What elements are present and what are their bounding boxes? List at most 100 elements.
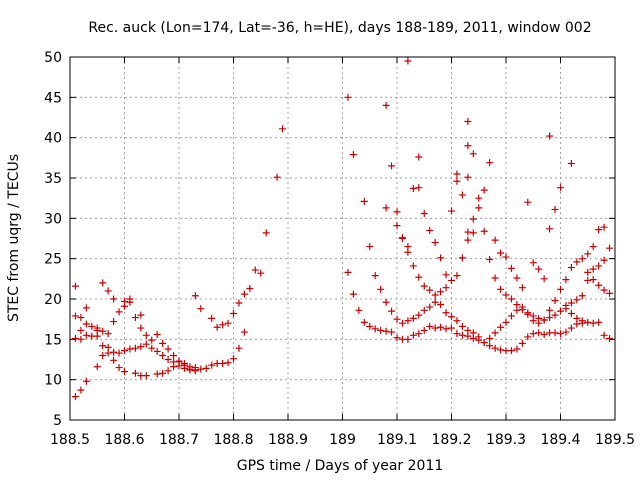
y-axis-label: STEC from uqrg / TECUs	[6, 154, 22, 322]
data-point	[279, 125, 287, 133]
data-point	[99, 279, 107, 287]
data-point	[437, 323, 445, 331]
x-tick-label: 188.7	[159, 432, 199, 448]
data-point	[469, 329, 477, 337]
data-point	[415, 311, 423, 319]
data-point	[502, 318, 510, 326]
data-point	[77, 386, 85, 394]
data-points	[71, 57, 614, 401]
data-point	[382, 298, 390, 306]
data-point	[437, 301, 445, 309]
data-point	[131, 314, 139, 322]
data-point	[567, 324, 575, 332]
data-point	[235, 299, 243, 307]
data-point	[573, 258, 581, 266]
data-point	[415, 330, 423, 338]
data-point	[426, 322, 434, 330]
data-point	[507, 264, 515, 272]
data-point	[104, 343, 112, 351]
data-point	[540, 275, 548, 283]
y-tick-label: 10	[44, 373, 62, 389]
data-point	[153, 347, 161, 355]
data-point	[518, 284, 526, 292]
data-point	[546, 306, 554, 314]
data-point	[464, 142, 472, 150]
data-point	[110, 348, 118, 356]
data-point	[388, 328, 396, 336]
data-point	[453, 272, 461, 280]
data-point	[557, 307, 564, 315]
data-point	[567, 310, 575, 318]
data-point	[486, 159, 494, 167]
data-point	[393, 315, 401, 323]
data-point	[513, 274, 521, 282]
x-axis-label: GPS time / Days of year 2011	[237, 458, 444, 474]
data-point	[507, 312, 515, 320]
data-point	[562, 276, 570, 284]
data-point	[366, 243, 374, 251]
x-tick-label: 189.2	[431, 432, 471, 448]
data-point	[497, 346, 505, 354]
data-point	[589, 276, 597, 284]
data-point	[535, 329, 543, 337]
data-point	[497, 249, 505, 257]
data-point	[600, 256, 608, 264]
data-point	[551, 205, 559, 213]
data-point	[82, 331, 90, 339]
data-point	[382, 101, 390, 109]
data-point	[502, 253, 510, 261]
data-point	[121, 368, 128, 376]
data-point	[164, 345, 172, 353]
data-point	[480, 227, 488, 235]
data-point	[82, 377, 90, 385]
data-point	[442, 284, 450, 292]
data-point	[126, 345, 134, 353]
data-point	[153, 370, 161, 378]
data-point	[77, 314, 85, 322]
data-point	[469, 229, 477, 237]
data-point	[382, 327, 390, 335]
data-point	[159, 339, 167, 347]
data-point	[426, 286, 434, 294]
data-point	[344, 268, 352, 276]
data-point	[99, 327, 107, 335]
data-point	[606, 289, 614, 297]
x-tick-label: 188.5	[50, 432, 90, 448]
data-point	[524, 333, 532, 341]
data-point	[529, 330, 537, 338]
data-point	[557, 184, 564, 192]
data-point	[110, 295, 118, 303]
data-point	[458, 191, 466, 199]
data-point	[398, 319, 406, 327]
tick-layer: 188.5 188.6 188.7 188.8 188.9 189 189.1 189.2 18…	[44, 50, 635, 448]
data-point	[600, 331, 608, 339]
data-point	[535, 319, 543, 327]
data-point	[208, 361, 216, 369]
data-point	[458, 322, 466, 330]
data-point	[104, 330, 112, 338]
data-point	[540, 316, 548, 324]
data-point	[431, 291, 439, 299]
data-point	[415, 184, 423, 192]
x-tick-label: 189.5	[595, 432, 635, 448]
data-point	[219, 360, 227, 368]
data-point	[464, 326, 472, 334]
data-point	[153, 330, 161, 338]
x-tick-label: 189.1	[377, 432, 417, 448]
data-point	[393, 334, 401, 342]
data-point	[584, 250, 592, 258]
data-point	[469, 150, 477, 158]
data-point	[366, 322, 374, 330]
y-tick-label: 20	[44, 292, 62, 308]
data-point	[77, 326, 85, 334]
data-point	[388, 162, 396, 170]
data-point	[595, 262, 603, 270]
data-point	[251, 266, 259, 274]
plot-frame	[69, 56, 616, 421]
data-point	[262, 229, 270, 237]
data-point	[431, 298, 439, 306]
data-point	[164, 367, 172, 375]
data-point	[409, 314, 417, 322]
data-point	[159, 351, 167, 359]
data-point	[110, 318, 118, 326]
